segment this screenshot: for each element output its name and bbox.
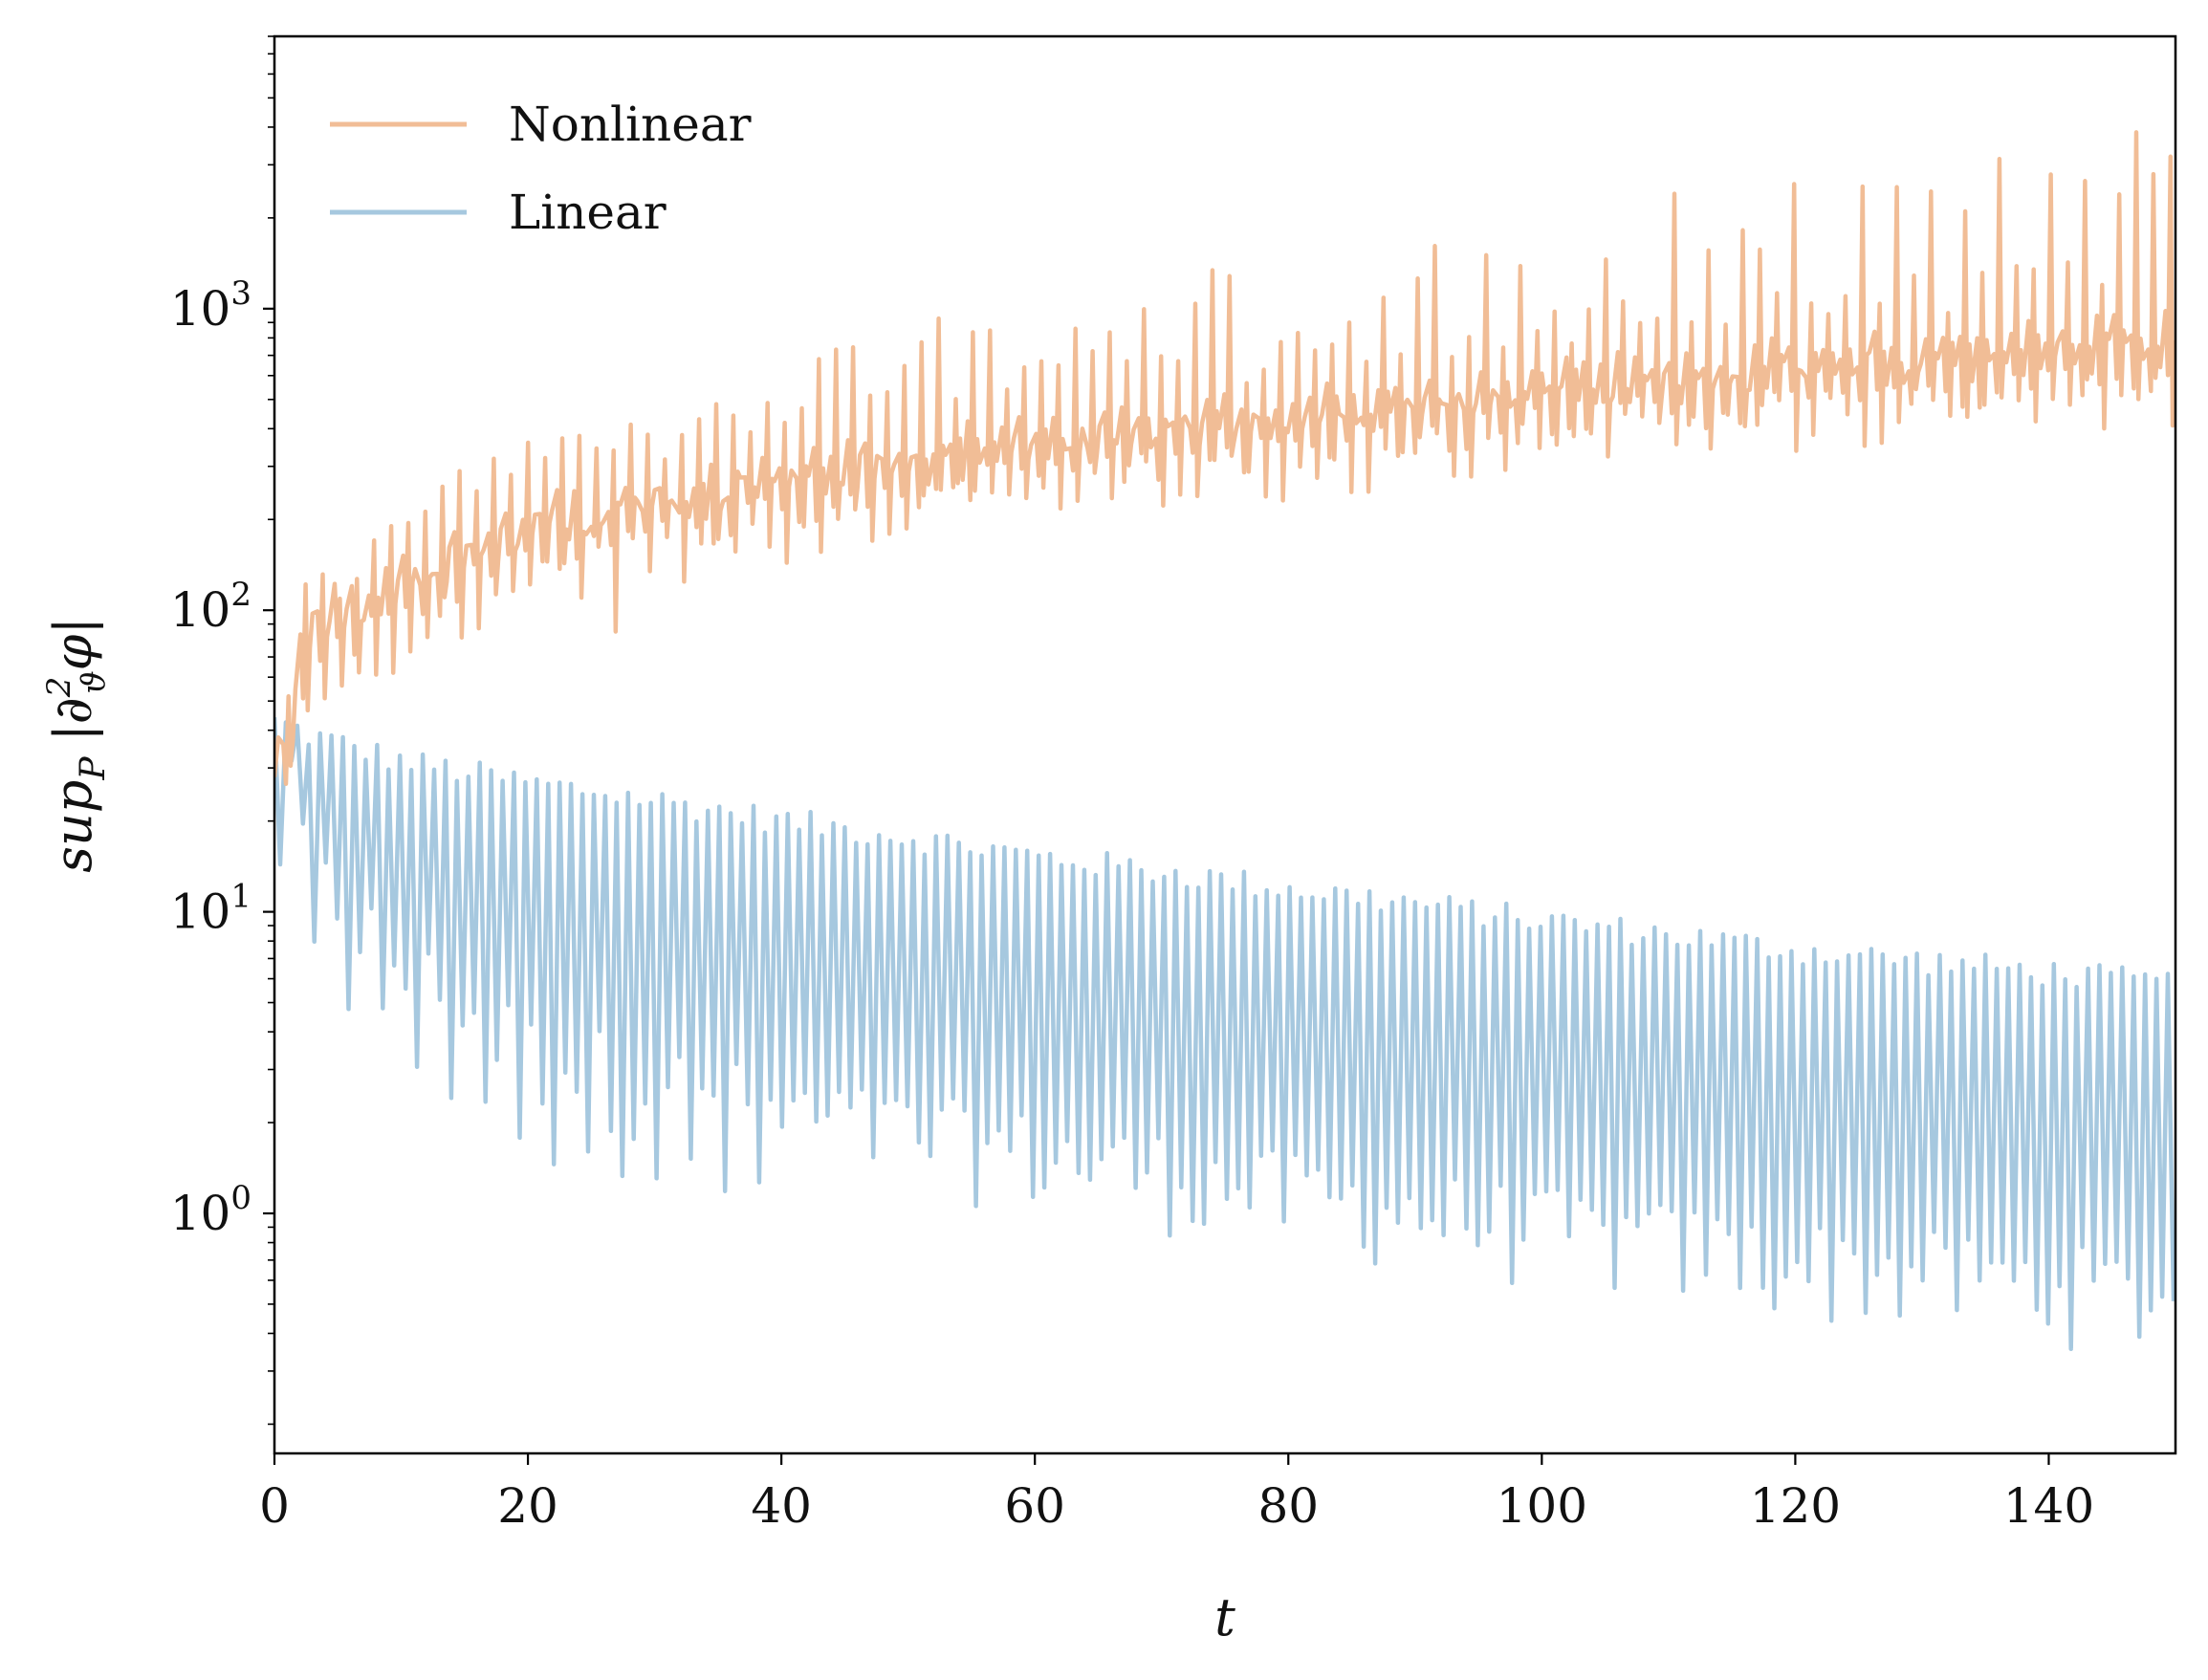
axes: 0 20 40 60 80 100 120 140 100 101 102 103 [170, 34, 2177, 1534]
y-axis-label: supP|∂2ϑφ| [40, 617, 113, 872]
legend-label-linear: Linear [509, 185, 667, 240]
x-axis-label: t [1214, 1587, 1235, 1647]
series-line-linear [274, 717, 2175, 1351]
x-tick-label: 0 [259, 1478, 290, 1534]
legend-label-nonlinear: Nonlinear [509, 97, 752, 152]
y-tick-label: 100 [170, 1179, 251, 1241]
series-layer [274, 130, 2175, 1351]
legend: Nonlinear Linear [330, 97, 752, 240]
y-tick-label: 102 [170, 576, 251, 638]
x-tick-label: 100 [1497, 1478, 1587, 1534]
x-tick-label: 80 [1257, 1478, 1319, 1534]
x-tick-label: 20 [497, 1478, 558, 1534]
x-tick-label: 120 [1750, 1478, 1841, 1534]
x-tick-label: 40 [751, 1478, 812, 1534]
x-tick-label: 140 [2003, 1478, 2094, 1534]
x-tick-label: 60 [1004, 1478, 1065, 1534]
plot-frame [273, 34, 2177, 1455]
y-tick-label: 101 [170, 878, 251, 940]
series-line-nonlinear [274, 130, 2175, 786]
y-tick-label: 103 [170, 274, 251, 337]
axis-labels: t supP|∂2ϑφ| [40, 617, 1235, 1647]
plot-area [274, 130, 2175, 1351]
